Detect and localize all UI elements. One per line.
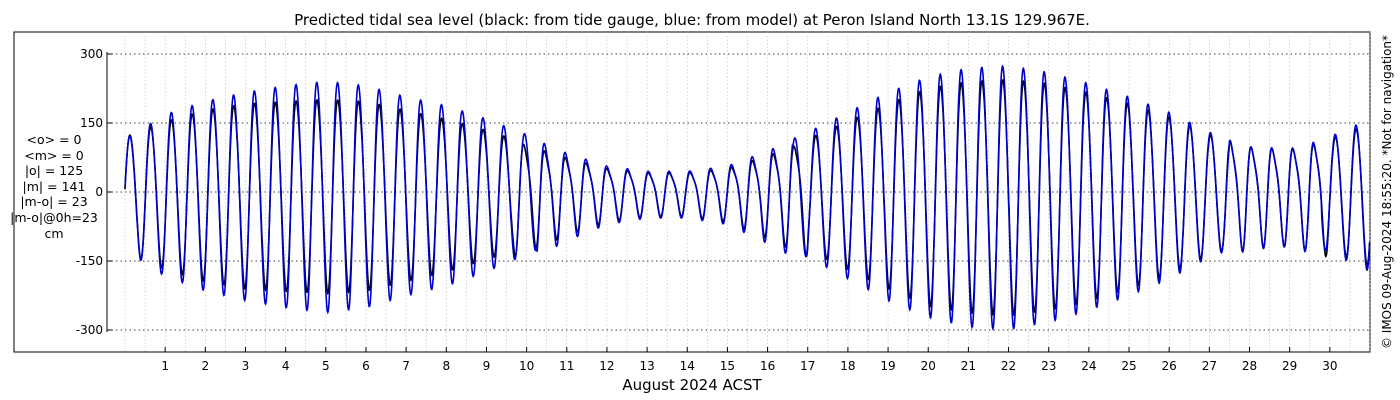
y-tick-label: -300 bbox=[76, 323, 103, 337]
x-tick-label: 27 bbox=[1202, 359, 1217, 373]
chart-title: Predicted tidal sea level (black: from t… bbox=[294, 11, 1090, 29]
x-tick-label: 13 bbox=[639, 359, 654, 373]
x-tick-label: 5 bbox=[322, 359, 330, 373]
y-tick-label: -150 bbox=[76, 254, 103, 268]
x-tick-label: 24 bbox=[1081, 359, 1096, 373]
x-tick-label: 22 bbox=[1001, 359, 1016, 373]
x-tick-label: 26 bbox=[1162, 359, 1177, 373]
x-tick-label: 4 bbox=[282, 359, 290, 373]
x-tick-label: 12 bbox=[599, 359, 614, 373]
series-group bbox=[124, 64, 1371, 332]
stat-mean-observed: <o> = 0 bbox=[26, 132, 82, 147]
stat-abs-model: |m| = 141 bbox=[22, 178, 86, 194]
x-tick-label: 10 bbox=[519, 359, 534, 373]
x-tick-label: 30 bbox=[1322, 359, 1337, 373]
x-tick-label: 18 bbox=[840, 359, 855, 373]
x-tick-label: 8 bbox=[442, 359, 450, 373]
x-tick-label: 15 bbox=[720, 359, 735, 373]
x-tick-label: 3 bbox=[242, 359, 250, 373]
x-axis-label: August 2024 ACST bbox=[622, 376, 762, 394]
x-tick-label: 19 bbox=[880, 359, 895, 373]
stat-unit: cm bbox=[44, 225, 64, 241]
y-tick-label: 150 bbox=[80, 116, 103, 130]
series-model-line bbox=[124, 64, 1371, 332]
stat-abs-diff-0h: |m-o|@0h=23 bbox=[10, 209, 98, 225]
stat-mean-model: <m> = 0 bbox=[24, 147, 84, 163]
y-tick-label: 300 bbox=[80, 47, 103, 61]
x-tick-label: 23 bbox=[1041, 359, 1056, 373]
stat-abs-observed: |o| = 125 bbox=[24, 163, 84, 179]
x-tick-label: 20 bbox=[921, 359, 936, 373]
x-tick-label: 25 bbox=[1121, 359, 1136, 373]
x-tick-label: 28 bbox=[1242, 359, 1257, 373]
y-tick-label: 0 bbox=[95, 185, 103, 199]
stats-panel: <o> = 0 <m> = 0 |o| = 125 |m| = 141 |m-o… bbox=[8, 132, 100, 241]
x-tick-label: 9 bbox=[483, 359, 491, 373]
stat-abs-diff: |m-o| = 23 bbox=[20, 194, 88, 210]
x-tick-label: 16 bbox=[760, 359, 775, 373]
y-axis: 300 150 0 -150 -300 bbox=[76, 47, 112, 337]
x-tick-label: 29 bbox=[1282, 359, 1297, 373]
x-tick-label: 7 bbox=[402, 359, 410, 373]
x-tick-label: 1 bbox=[161, 359, 169, 373]
x-tick-label: 14 bbox=[680, 359, 695, 373]
copyright-note: © IMOS 09-Aug-2024 18:55:20. *Not for na… bbox=[1380, 35, 1394, 349]
x-tick-label: 6 bbox=[362, 359, 370, 373]
x-tick-label: 17 bbox=[800, 359, 815, 373]
x-tick-label: 2 bbox=[202, 359, 210, 373]
x-tick-label: 21 bbox=[961, 359, 976, 373]
x-axis: 1 2 3 4 5 6 7 8 9 10 11 12 13 14 15 16 17 18 19 20 21 22 23 24 2… bbox=[161, 347, 1337, 373]
x-tick-label: 11 bbox=[559, 359, 574, 373]
